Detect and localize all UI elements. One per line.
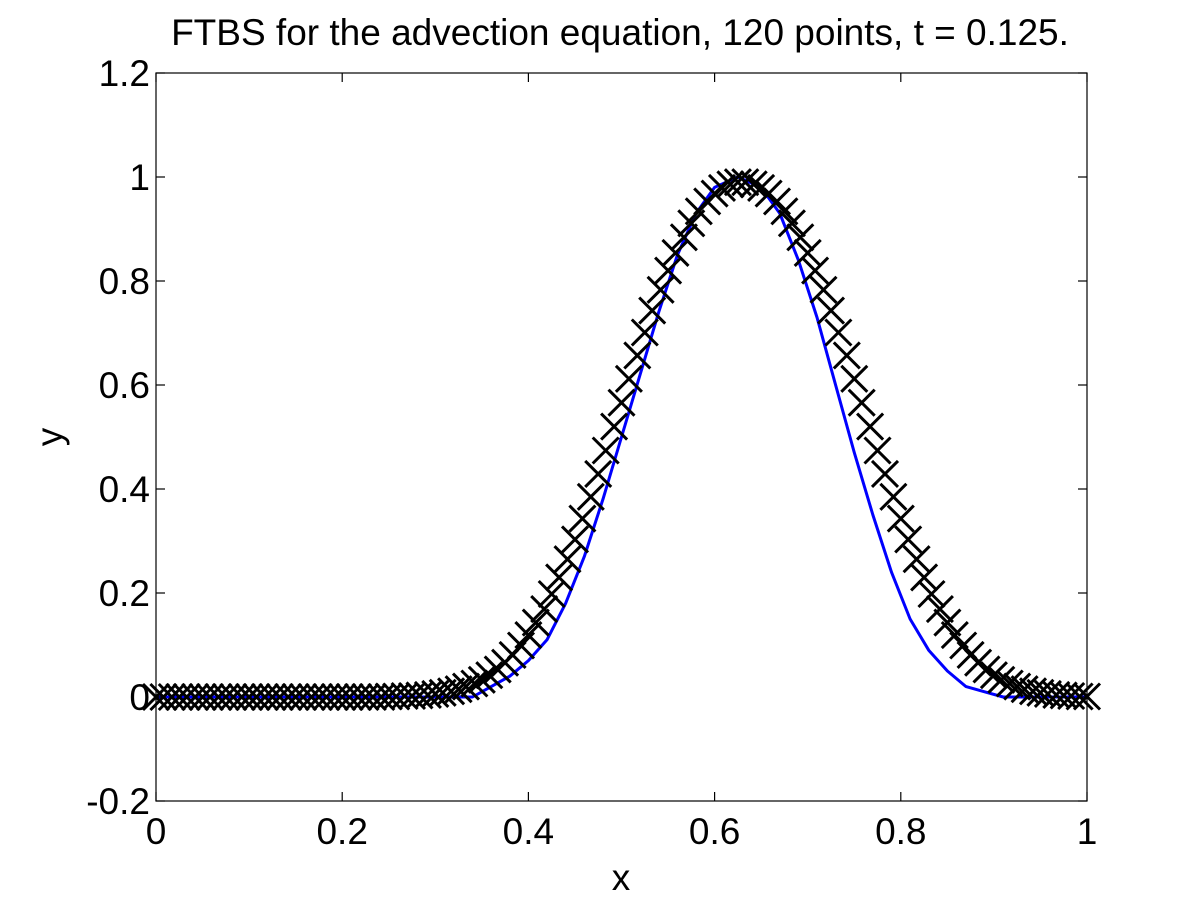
data-point-marker bbox=[607, 388, 636, 417]
x-tick-label: 0.8 bbox=[875, 811, 926, 852]
data-point-marker bbox=[181, 682, 210, 712]
data-point-marker bbox=[847, 388, 876, 417]
data-point-marker bbox=[824, 318, 853, 347]
data-point-marker bbox=[460, 669, 489, 698]
data-point-marker bbox=[925, 595, 954, 624]
data-point-marker bbox=[343, 682, 373, 712]
x-axis-label: x bbox=[612, 857, 631, 898]
data-point-marker bbox=[979, 661, 1008, 690]
data-point-marker bbox=[545, 563, 574, 592]
data-point-marker bbox=[521, 608, 550, 637]
data-point-marker bbox=[614, 364, 643, 393]
x-tick-label: 0.4 bbox=[503, 811, 554, 852]
data-point-marker bbox=[870, 459, 900, 488]
data-point-marker bbox=[777, 209, 806, 238]
data-point-marker bbox=[467, 665, 496, 694]
data-point-marker bbox=[600, 412, 629, 441]
data-point-marker bbox=[630, 318, 659, 347]
data-point-marker bbox=[530, 595, 559, 624]
y-tick-label: 0.8 bbox=[99, 261, 150, 302]
data-point-marker bbox=[157, 682, 186, 712]
data-point-marker bbox=[568, 504, 597, 533]
data-point-marker bbox=[437, 677, 466, 706]
data-point-marker bbox=[638, 296, 667, 325]
data-point-marker bbox=[987, 665, 1016, 694]
data-point-marker bbox=[894, 525, 923, 554]
data-point-marker bbox=[879, 482, 908, 511]
x-tick-label: 0.2 bbox=[316, 811, 367, 852]
data-point-marker bbox=[646, 275, 675, 304]
data-point-marker bbox=[902, 545, 931, 574]
data-point-marker bbox=[1003, 672, 1032, 701]
data-point-marker bbox=[320, 682, 349, 712]
data-point-marker bbox=[801, 256, 830, 285]
data-point-marker bbox=[553, 545, 582, 574]
x-tick-label: 0.6 bbox=[689, 811, 740, 852]
data-point-marker bbox=[475, 661, 504, 690]
series-markers-ftbs bbox=[141, 168, 1102, 712]
data-point-marker bbox=[886, 504, 915, 533]
data-point-marker bbox=[933, 608, 962, 637]
y-tick-label: 0.4 bbox=[99, 469, 150, 510]
y-tick-label: 1 bbox=[129, 157, 150, 198]
data-point-marker bbox=[809, 275, 838, 304]
data-point-marker bbox=[274, 682, 303, 712]
data-point-marker bbox=[739, 170, 768, 199]
y-tick-label: 0.2 bbox=[99, 573, 150, 614]
data-point-marker bbox=[707, 173, 737, 202]
data-point-marker bbox=[584, 459, 613, 488]
data-point-marker bbox=[204, 682, 233, 712]
data-point-marker bbox=[451, 672, 481, 701]
data-point-marker bbox=[297, 682, 326, 712]
data-point-marker bbox=[786, 223, 815, 252]
axes-box bbox=[155, 72, 1088, 802]
data-point-marker bbox=[591, 436, 620, 465]
data-point-marker bbox=[444, 675, 473, 704]
data-point-marker bbox=[576, 482, 605, 511]
data-point-marker bbox=[514, 621, 543, 650]
data-point-marker bbox=[227, 682, 256, 712]
data-point-marker bbox=[995, 669, 1024, 698]
data-point-marker bbox=[856, 412, 885, 441]
x-tick-label: 0 bbox=[146, 811, 167, 852]
y-axis-ticks: -0.2 0 0.2 0.4 0.6 0.8 1 1.2 bbox=[86, 53, 1087, 822]
data-point-marker bbox=[677, 209, 706, 238]
data-point-marker bbox=[840, 364, 869, 393]
series-layer bbox=[141, 168, 1102, 712]
data-point-marker bbox=[250, 682, 279, 712]
x-tick-label: 1 bbox=[1077, 811, 1098, 852]
chart-title: FTBS for the advection equation, 120 poi… bbox=[171, 12, 1069, 53]
data-point-marker bbox=[917, 579, 946, 609]
data-point-marker bbox=[863, 436, 892, 465]
data-point-marker bbox=[910, 563, 939, 592]
x-axis-ticks: 0 0.2 0.4 0.6 0.8 1 bbox=[146, 73, 1098, 852]
data-point-marker bbox=[816, 296, 846, 325]
data-point-marker bbox=[560, 525, 590, 554]
data-point-marker bbox=[770, 197, 799, 226]
y-tick-label: 1.2 bbox=[99, 53, 150, 94]
y-tick-label: -0.2 bbox=[86, 781, 150, 822]
y-axis-label: y bbox=[29, 427, 70, 446]
data-point-marker bbox=[731, 168, 760, 197]
y-tick-label: 0.6 bbox=[99, 365, 150, 406]
data-point-marker bbox=[793, 238, 822, 267]
data-point-marker bbox=[654, 256, 683, 285]
data-point-marker bbox=[537, 579, 566, 609]
data-point-marker bbox=[832, 341, 861, 370]
data-point-marker bbox=[623, 341, 652, 370]
data-point-marker bbox=[428, 678, 457, 707]
y-tick-label: 0 bbox=[129, 677, 150, 718]
data-point-marker bbox=[661, 238, 690, 267]
data-point-marker bbox=[669, 223, 698, 252]
